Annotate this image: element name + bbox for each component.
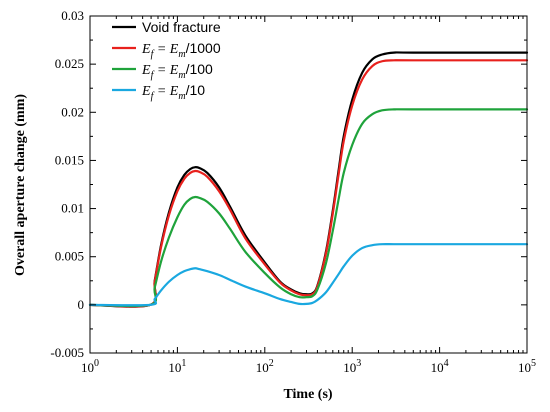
x-tick-label: 103: [343, 358, 361, 375]
series-line-4: [88, 243, 529, 307]
y-tick-label: 0.03: [61, 8, 84, 23]
legend-label: Ef = Em/1000: [141, 40, 221, 60]
x-tick-label: 102: [256, 358, 274, 375]
x-tick-label: 100: [81, 358, 99, 375]
x-tick-label: 105: [518, 358, 536, 375]
y-tick-label: 0.015: [55, 152, 84, 167]
y-axis: -0.005 0 0.005 0.01 0.015 0.02 0.025 0.03: [50, 8, 527, 360]
y-tick-label: 0.005: [55, 249, 84, 264]
legend-label: Void fracture: [142, 19, 221, 35]
legend-label: Ef = Em/100: [141, 61, 213, 81]
y-axis-title: Overall aperture change (mm): [13, 94, 28, 276]
x-tick-label: 101: [168, 358, 186, 375]
y-tick-label: -0.005: [50, 345, 84, 360]
x-tick-label: 104: [431, 358, 449, 375]
series-line-3: [88, 108, 529, 308]
series-lines: [88, 51, 529, 308]
y-tick-label: 0.01: [61, 201, 84, 216]
legend-label: Ef = Em/10: [141, 82, 205, 102]
y-tick-label: 0.02: [61, 104, 84, 119]
series-line-2: [88, 59, 529, 308]
x-axis: 100 101 102 103 104 105: [81, 16, 536, 375]
y-tick-label: 0: [78, 297, 85, 312]
y-tick-label: 0.025: [55, 56, 84, 71]
x-axis-title: Time (s): [283, 387, 332, 402]
